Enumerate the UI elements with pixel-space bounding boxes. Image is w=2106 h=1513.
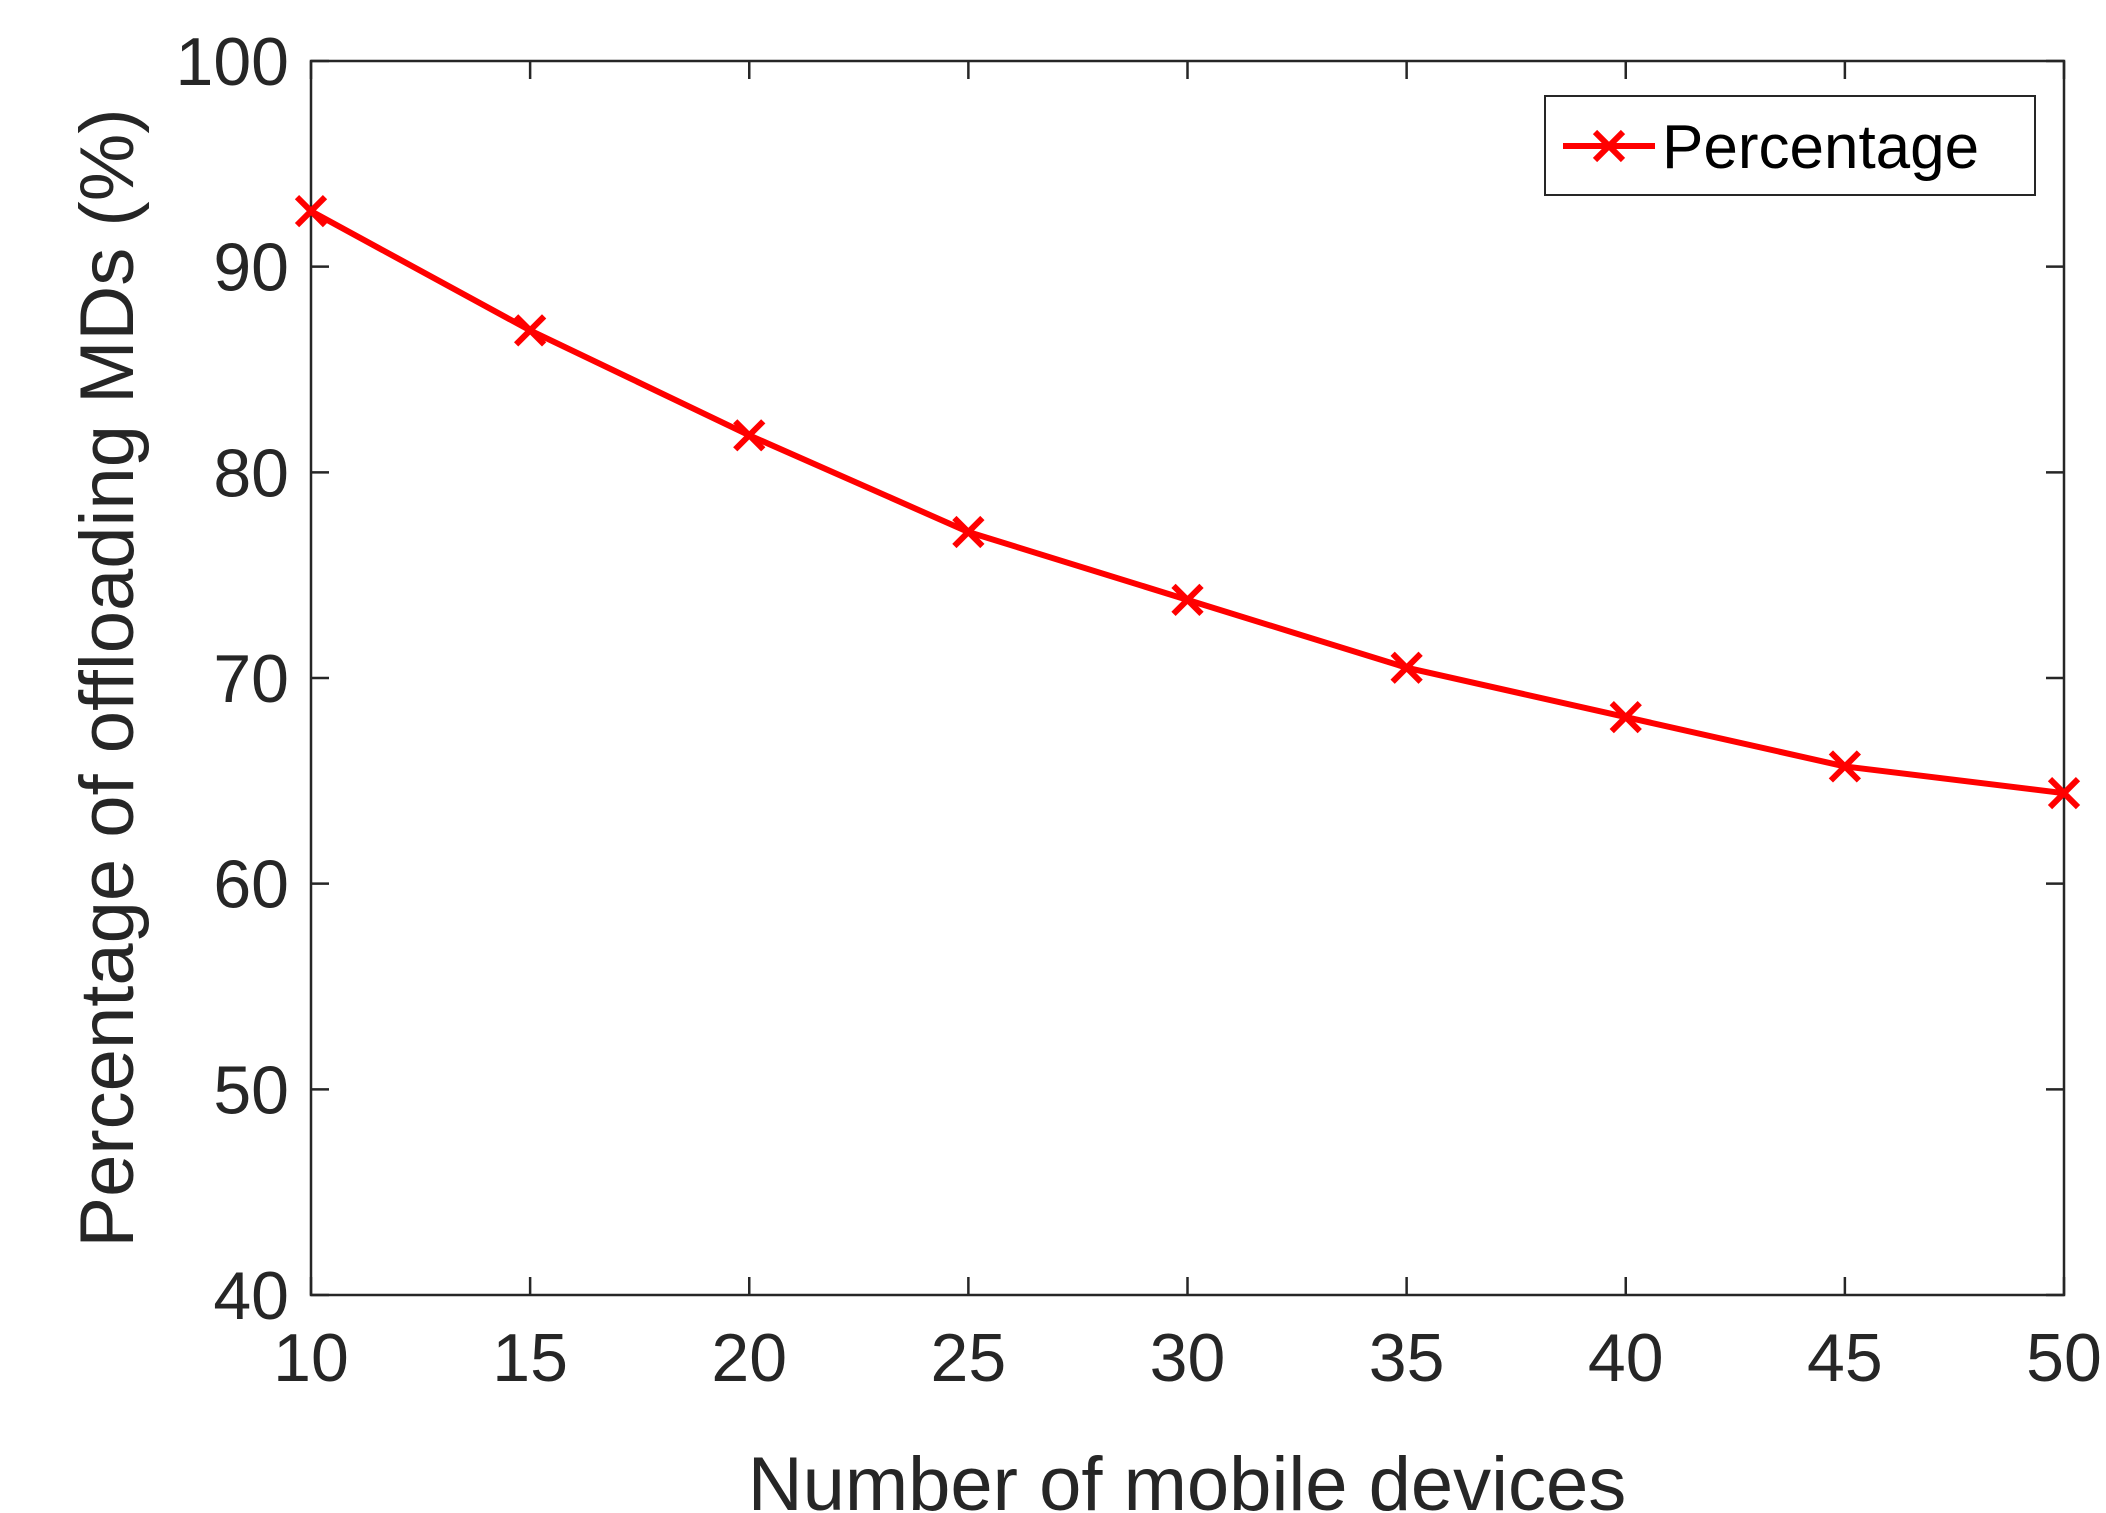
data-point-marker <box>514 314 547 347</box>
x-tick-label-10: 10 <box>273 1320 349 1396</box>
x-tick-label-40: 40 <box>1588 1320 1664 1396</box>
data-point-marker <box>1828 750 1861 783</box>
y-tick-label-60: 60 <box>213 847 289 923</box>
y-tick-label-40: 40 <box>213 1258 289 1334</box>
data-point-marker <box>1390 651 1423 684</box>
x-axis-label: Number of mobile devices <box>748 1442 1627 1513</box>
y-tick-label-70: 70 <box>213 641 289 717</box>
y-tick-label-50: 50 <box>213 1052 289 1128</box>
data-point-marker <box>1609 700 1642 734</box>
data-point-marker <box>952 515 985 549</box>
plot-area: 10 15 20 25 30 35 40 45 50 40 50 60 70 80 90 100 <box>176 24 2102 1396</box>
y-axis-ticks <box>311 59 2064 1297</box>
y-tick-label-90: 90 <box>213 230 289 306</box>
legend: Percentage <box>1544 95 2036 196</box>
x-tick-label-30: 30 <box>1150 1320 1226 1396</box>
y-tick-label-80: 80 <box>213 435 289 511</box>
y-tick-label-100: 100 <box>176 24 289 100</box>
data-point-marker <box>2047 777 2081 810</box>
x-tick-label-45: 45 <box>1807 1320 1883 1396</box>
y-axis-label: Percentage of offloading MDs (%) <box>65 108 150 1247</box>
data-point-marker <box>294 195 328 228</box>
x-axis-tick-labels: 10 15 20 25 30 35 40 45 50 <box>273 1320 2102 1396</box>
y-axis-tick-labels: 40 50 60 70 80 90 100 <box>176 24 289 1334</box>
series-layer <box>294 195 2081 810</box>
data-point-marker <box>1171 583 1204 616</box>
axes-frame <box>309 59 2066 1297</box>
legend-label-percentage: Percentage <box>1662 113 1979 182</box>
legend-x-marker-icon <box>1592 129 1626 163</box>
x-tick-label-20: 20 <box>711 1320 787 1396</box>
x-tick-label-15: 15 <box>492 1320 568 1396</box>
x-tick-label-25: 25 <box>931 1320 1007 1396</box>
x-tick-label-35: 35 <box>1369 1320 1445 1396</box>
x-tick-label-50: 50 <box>2026 1320 2102 1396</box>
x-axis-ticks <box>309 61 2066 1295</box>
data-point-marker <box>733 419 766 452</box>
